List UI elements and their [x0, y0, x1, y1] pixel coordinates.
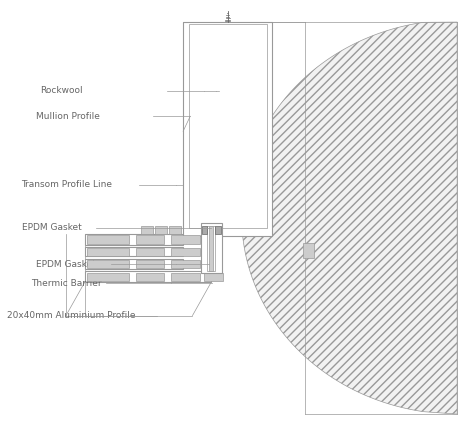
Bar: [137, 273, 164, 281]
Polygon shape: [242, 22, 457, 414]
Bar: [87, 248, 129, 256]
Bar: [169, 227, 181, 234]
Bar: [137, 235, 164, 244]
Text: 20x40mm Aluminium Profile: 20x40mm Aluminium Profile: [8, 311, 136, 320]
Bar: [87, 235, 129, 244]
Text: EPDM Gasket: EPDM Gasket: [21, 223, 81, 232]
Bar: [87, 260, 129, 268]
Bar: [189, 24, 266, 228]
Text: Transom Profile Line: Transom Profile Line: [21, 181, 112, 189]
Bar: [172, 260, 200, 268]
Bar: [172, 248, 200, 256]
Bar: [155, 227, 167, 234]
Bar: [183, 22, 272, 236]
Bar: [85, 234, 183, 245]
Bar: [172, 235, 200, 244]
Text: EPDM Gasket: EPDM Gasket: [36, 260, 95, 269]
Text: Thermic Barrier: Thermic Barrier: [31, 279, 101, 288]
Text: Mullion Profile: Mullion Profile: [36, 112, 100, 121]
Bar: [215, 227, 220, 234]
Bar: [210, 226, 213, 270]
Bar: [85, 247, 183, 256]
Bar: [137, 248, 164, 256]
Text: Rockwool: Rockwool: [40, 86, 83, 95]
Bar: [208, 226, 215, 270]
Bar: [204, 273, 223, 281]
Bar: [190, 25, 265, 227]
Bar: [85, 259, 183, 269]
Bar: [172, 273, 200, 281]
Bar: [141, 227, 153, 234]
Bar: [87, 273, 129, 281]
Bar: [302, 243, 314, 258]
Bar: [137, 260, 164, 268]
Bar: [201, 224, 221, 273]
Bar: [85, 271, 211, 282]
Bar: [202, 227, 208, 234]
